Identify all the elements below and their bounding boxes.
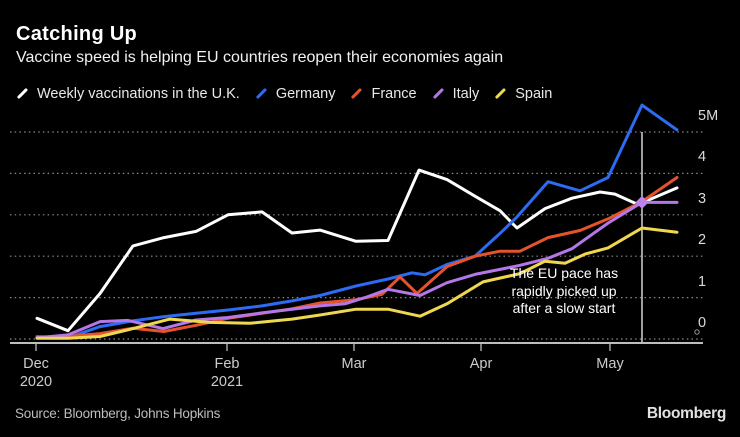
- x-tick-label-Dec: Dec: [23, 356, 49, 372]
- annotation-line-2: rapidly picked up: [511, 282, 617, 299]
- bloomberg-logo: Bloomberg: [646, 405, 726, 422]
- legend-item-italy: Italy: [432, 86, 480, 102]
- series-line-2: [35, 176, 679, 340]
- x-tick-label-Mar: Mar: [341, 356, 367, 372]
- y-tick-label-1: 1: [698, 273, 707, 290]
- series-line-3: [35, 200, 679, 340]
- x-tick-Dec: Dec 2020: [4, 355, 68, 391]
- annotation-line-1: The EU pace has: [509, 265, 619, 281]
- page-title: Catching Up: [16, 23, 138, 45]
- chart-annotation: The EU pace has rapidly picked up after …: [488, 265, 640, 318]
- y-tick-label-2: 2: [698, 232, 707, 249]
- x-tick-Apr: Apr: [449, 355, 513, 373]
- italy-point-marker: [635, 195, 649, 209]
- series-line-0: [35, 168, 679, 333]
- x-tick-sublabel-2020: 2020: [19, 374, 53, 390]
- y-tick-label-0: 0: [698, 315, 707, 331]
- series-line-1: [35, 103, 679, 340]
- x-tick-Mar: Mar: [322, 355, 386, 373]
- legend-label-uk: Weekly vaccinations in the U.K.: [37, 86, 240, 102]
- annotation-line-3: after a slow start: [512, 300, 616, 316]
- x-tick-May: May: [578, 355, 642, 373]
- legend-label-italy: Italy: [452, 86, 480, 102]
- page-subtitle: Vaccine speed is helping EU countries re…: [16, 49, 504, 66]
- legend-label-france: France: [371, 86, 417, 102]
- legend-item-uk: Weekly vaccinations in the U.K.: [16, 86, 240, 102]
- source-note: Source: Bloomberg, Johns Hopkins: [15, 406, 221, 421]
- legend-label-spain: Spain: [515, 86, 553, 102]
- legend-item-spain: Spain: [494, 86, 552, 102]
- legend-item-germany: Germany: [255, 86, 336, 102]
- legend-label-germany: Germany: [275, 86, 336, 102]
- legend-item-france: France: [350, 86, 417, 102]
- x-tick-label-May: May: [596, 356, 624, 372]
- x-tick-label-Feb: Feb: [214, 356, 240, 372]
- legend: Weekly vaccinations in the U.K. Germany …: [16, 86, 552, 102]
- x-tick-Feb: Feb 2021: [195, 355, 259, 391]
- y-tick-label-4: 4: [698, 149, 707, 166]
- x-tick-label-Apr: Apr: [469, 356, 493, 372]
- x-tick-sublabel-2021: 2021: [210, 374, 244, 390]
- series-line-4: [35, 226, 679, 340]
- axis-end-dot: [694, 329, 700, 335]
- y-tick-label-3: 3: [698, 190, 707, 207]
- y-tick-label-5M: 5M: [698, 108, 719, 124]
